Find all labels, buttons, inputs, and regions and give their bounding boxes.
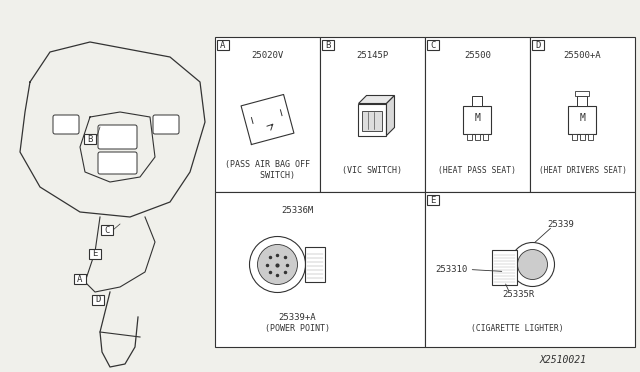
FancyBboxPatch shape [98,125,137,149]
Circle shape [511,243,554,286]
Text: A: A [77,275,83,283]
Bar [427,195,439,205]
Text: (VIC SWITCH): (VIC SWITCH) [342,166,403,174]
FancyBboxPatch shape [98,152,137,174]
Text: M: M [580,112,586,122]
Bar [215,192,425,347]
Bar [92,295,104,305]
Text: 25339: 25339 [547,220,574,229]
Text: D: D [535,41,541,49]
Bar [84,134,96,144]
Text: (PASS AIR BAG OFF
    SWITCH): (PASS AIR BAG OFF SWITCH) [225,160,310,180]
Text: C: C [104,225,109,234]
Text: (HEAT DRIVERS SEAT): (HEAT DRIVERS SEAT) [539,166,627,174]
Text: (POWER POINT): (POWER POINT) [265,324,330,334]
Bar [463,106,492,134]
Bar [101,225,113,235]
Circle shape [257,244,298,285]
Bar [425,192,635,347]
Bar [467,134,472,140]
Bar [89,249,101,259]
Text: B: B [325,41,331,49]
Bar [483,134,488,140]
Text: E: E [430,196,436,205]
Text: 25500+A: 25500+A [564,51,602,60]
Text: 25020V: 25020V [252,51,284,60]
Text: B: B [87,135,93,144]
Bar [476,134,481,140]
Text: 253310: 253310 [435,265,467,274]
Bar [577,96,588,106]
Text: M: M [475,112,481,122]
Bar [573,134,577,140]
Bar [320,37,425,192]
FancyBboxPatch shape [153,115,179,134]
Bar [575,90,589,96]
Text: C: C [430,41,436,49]
Text: 25336M: 25336M [282,205,314,215]
FancyBboxPatch shape [53,115,79,134]
Text: (CIGARETTE LIGHTER): (CIGARETTE LIGHTER) [471,324,564,334]
Bar [362,110,383,131]
Bar [305,247,326,282]
Bar [425,37,530,192]
Bar [427,40,439,50]
Text: E: E [92,250,98,259]
Bar [568,106,596,134]
Text: A: A [220,41,226,49]
Bar [217,40,229,50]
Bar [589,134,593,140]
Bar [580,134,586,140]
Text: D: D [95,295,100,305]
Text: (HEAT PASS SEAT): (HEAT PASS SEAT) [438,166,516,174]
Polygon shape [358,96,394,103]
Bar [532,40,544,50]
Circle shape [518,250,547,279]
Text: 25339+A: 25339+A [278,312,316,321]
Text: 25335R: 25335R [502,290,535,299]
Bar [472,96,483,106]
Circle shape [250,237,305,292]
Text: X2510021: X2510021 [540,355,587,365]
Polygon shape [387,96,394,135]
Bar [493,250,518,285]
Bar [322,40,334,50]
Bar [215,37,320,192]
Text: 25500: 25500 [464,51,491,60]
Bar [74,274,86,284]
Bar [358,103,387,135]
Bar [530,37,635,192]
Text: 25145P: 25145P [356,51,388,60]
